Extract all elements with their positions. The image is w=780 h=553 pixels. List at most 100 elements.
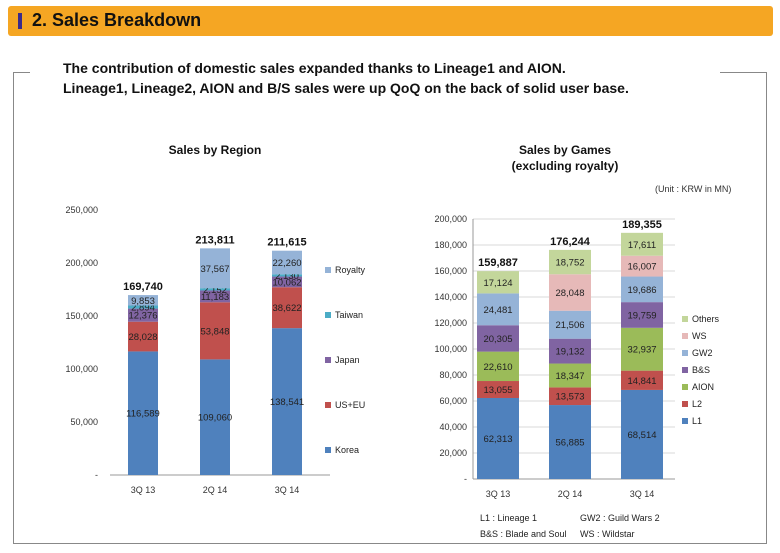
bar-segment-aion: [549, 363, 591, 388]
legend-label-b-s: B&S: [692, 365, 710, 375]
legend-label-us-eu: US+EU: [335, 400, 365, 410]
games-chart-title-line1: Sales by Games: [518, 143, 612, 157]
data-label-japan: 10,062: [272, 277, 301, 288]
data-label-royalty: 9,853: [131, 296, 155, 307]
bar-segment-gw2: [477, 293, 519, 326]
bar-segment-others: [477, 271, 519, 294]
x-tick-label: 3Q 13: [486, 489, 511, 499]
data-label-royalty: 37,567: [200, 264, 229, 275]
legend-swatch-us-eu: [325, 402, 331, 408]
bar-segment-ws: [621, 255, 663, 277]
data-label-japan: 12,376: [128, 311, 157, 322]
bar-segment-korea: [272, 328, 302, 475]
bar-segment-ws: [549, 274, 591, 311]
section-header: 2. Sales Breakdown: [8, 6, 773, 36]
data-label-l2: 13,573: [555, 392, 584, 403]
y-tick-label: 100,000: [65, 364, 98, 374]
games-chart-subtitle: (excluding royalty): [511, 159, 619, 173]
footnote-l1: L1 : Lineage 1: [480, 513, 538, 523]
bar-segment-others: [621, 232, 663, 256]
data-label-korea: 109,060: [198, 413, 232, 424]
bar-segment-taiwan: [200, 288, 230, 291]
legend-swatch-japan: [325, 357, 331, 363]
bar-segment-others: [549, 249, 591, 275]
bar-segment-b-s: [549, 338, 591, 364]
y-tick-label: 60,000: [439, 396, 467, 406]
data-label-taiwan: 2,152: [203, 285, 227, 296]
legend-swatch-gw2: [682, 350, 688, 356]
legend-label-ws: WS: [692, 331, 707, 341]
y-tick-label: 80,000: [439, 370, 467, 380]
legend-swatch-l1: [682, 418, 688, 424]
bar-segment-gw2: [621, 276, 663, 303]
bar-segment-l1: [549, 405, 591, 479]
data-label-l1: 56,885: [555, 438, 584, 449]
bar-segment-b-s: [621, 302, 663, 328]
y-tick-label: 100,000: [434, 344, 467, 354]
bar-segment-us-eu: [272, 287, 302, 329]
legend-label-l1: L1: [692, 416, 702, 426]
total-label: 189,355: [622, 219, 662, 231]
bar-segment-japan: [128, 308, 158, 322]
bar-segment-aion: [621, 327, 663, 371]
section-title: 2. Sales Breakdown: [32, 10, 202, 30]
y-tick-label: 200,000: [434, 214, 467, 224]
data-label-ws: 16,007: [627, 262, 656, 273]
legend-swatch-royalty: [325, 267, 331, 273]
legend-label-korea: Korea: [335, 445, 359, 455]
data-label-gw2: 21,506: [555, 320, 584, 331]
x-tick-label: 3Q 13: [131, 485, 156, 495]
bar-segment-japan: [272, 276, 302, 288]
data-label-korea: 116,589: [126, 409, 160, 420]
data-label-others: 18,752: [555, 258, 584, 269]
x-tick-label: 3Q 14: [275, 485, 300, 495]
bar-segment-l2: [477, 381, 519, 398]
bar-segment-royalty: [272, 250, 302, 275]
y-tick-label: 200,000: [65, 258, 98, 268]
data-label-aion: 32,937: [627, 345, 656, 356]
y-tick-label: 40,000: [439, 422, 467, 432]
headline-line-2: Lineage1, Lineage2, AION and B/S sales w…: [63, 80, 629, 96]
bar-segment-aion: [477, 351, 519, 382]
data-label-aion: 18,347: [555, 371, 584, 382]
data-label-b-s: 19,132: [555, 347, 584, 358]
headline: The contribution of domestic sales expan…: [63, 58, 629, 98]
data-label-gw2: 19,686: [627, 285, 656, 296]
legend-swatch-others: [682, 316, 688, 322]
bar-segment-taiwan: [128, 305, 158, 309]
legend-swatch-korea: [325, 447, 331, 453]
total-label: 213,811: [195, 234, 234, 246]
data-label-taiwan: 2,894: [131, 303, 155, 314]
legend-swatch-aion: [682, 384, 688, 390]
x-tick-label: 2Q 14: [203, 485, 228, 495]
y-tick-label: -: [464, 474, 467, 484]
legend-label-royalty: Royalty: [335, 265, 366, 275]
data-label-us-eu: 28,028: [128, 332, 157, 343]
legend-label-gw2: GW2: [692, 348, 713, 358]
bar-segment-taiwan: [272, 274, 302, 277]
data-label-l2: 14,841: [627, 376, 656, 387]
y-tick-label: 180,000: [434, 240, 467, 250]
legend-label-others: Others: [692, 314, 720, 324]
region-chart-title: Sales by Region: [168, 143, 262, 157]
y-tick-label: 160,000: [434, 266, 467, 276]
y-tick-label: 50,000: [70, 417, 98, 427]
data-label-ws: 28,048: [555, 288, 584, 299]
bar-segment-b-s: [477, 325, 519, 352]
total-label: 159,887: [478, 257, 518, 269]
footnote-gw2: GW2 : Guild Wars 2: [580, 513, 660, 523]
data-label-others: 17,124: [483, 278, 512, 289]
unit-label: (Unit : KRW in MN): [655, 184, 732, 194]
bar-segment-l2: [621, 370, 663, 390]
data-label-us-eu: 38,622: [272, 303, 301, 314]
y-tick-label: 250,000: [65, 205, 98, 215]
footnote-ws: WS : Wildstar: [580, 529, 635, 539]
footnote-bs: B&S : Blade and Soul: [480, 529, 567, 539]
bar-segment-l1: [477, 397, 519, 479]
bar-segment-l2: [549, 387, 591, 406]
data-label-l1: 68,514: [627, 430, 656, 441]
bar-segment-l1: [621, 389, 663, 479]
data-label-others: 17,611: [628, 240, 656, 251]
legend-swatch-taiwan: [325, 312, 331, 318]
data-label-l2: 13,055: [483, 385, 512, 396]
